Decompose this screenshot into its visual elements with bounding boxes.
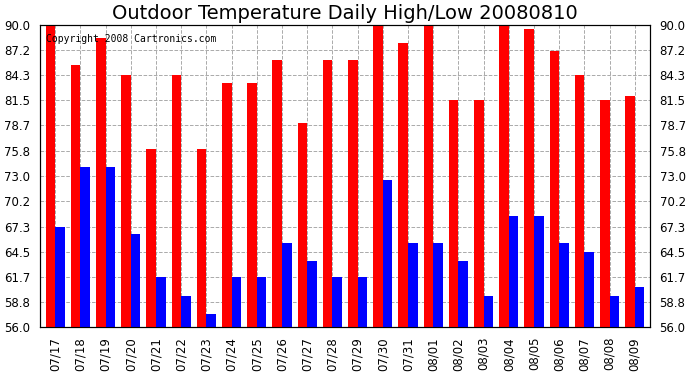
Title: Outdoor Temperature Daily High/Low 20080810: Outdoor Temperature Daily High/Low 20080… (112, 4, 578, 23)
Bar (584, 252, 594, 375)
Bar (408, 243, 417, 375)
Bar (121, 75, 131, 375)
Bar (635, 287, 644, 375)
Bar (156, 276, 166, 375)
Bar (398, 42, 408, 375)
Bar (197, 149, 206, 375)
Bar (96, 38, 106, 375)
Bar (81, 167, 90, 375)
Bar (383, 180, 393, 375)
Bar (549, 51, 559, 375)
Bar (524, 29, 534, 375)
Text: Copyright 2008 Cartronics.com: Copyright 2008 Cartronics.com (46, 34, 217, 44)
Bar (273, 60, 282, 375)
Bar (499, 20, 509, 375)
Bar (247, 82, 257, 375)
Bar (458, 261, 468, 375)
Bar (484, 296, 493, 375)
Bar (625, 96, 635, 375)
Bar (424, 20, 433, 375)
Bar (71, 65, 81, 375)
Bar (575, 75, 584, 375)
Bar (297, 123, 307, 375)
Bar (433, 243, 443, 375)
Bar (206, 314, 216, 375)
Bar (172, 75, 181, 375)
Bar (348, 60, 357, 375)
Bar (357, 276, 367, 375)
Bar (46, 25, 55, 375)
Bar (609, 296, 619, 375)
Bar (181, 296, 191, 375)
Bar (600, 100, 609, 375)
Bar (257, 276, 266, 375)
Bar (222, 82, 232, 375)
Bar (333, 276, 342, 375)
Bar (307, 261, 317, 375)
Bar (474, 100, 484, 375)
Bar (282, 243, 292, 375)
Bar (55, 227, 65, 375)
Bar (534, 216, 544, 375)
Bar (323, 60, 333, 375)
Bar (448, 100, 458, 375)
Bar (509, 216, 518, 375)
Bar (373, 20, 383, 375)
Bar (131, 234, 141, 375)
Bar (106, 167, 115, 375)
Bar (232, 276, 241, 375)
Bar (559, 243, 569, 375)
Bar (146, 149, 156, 375)
